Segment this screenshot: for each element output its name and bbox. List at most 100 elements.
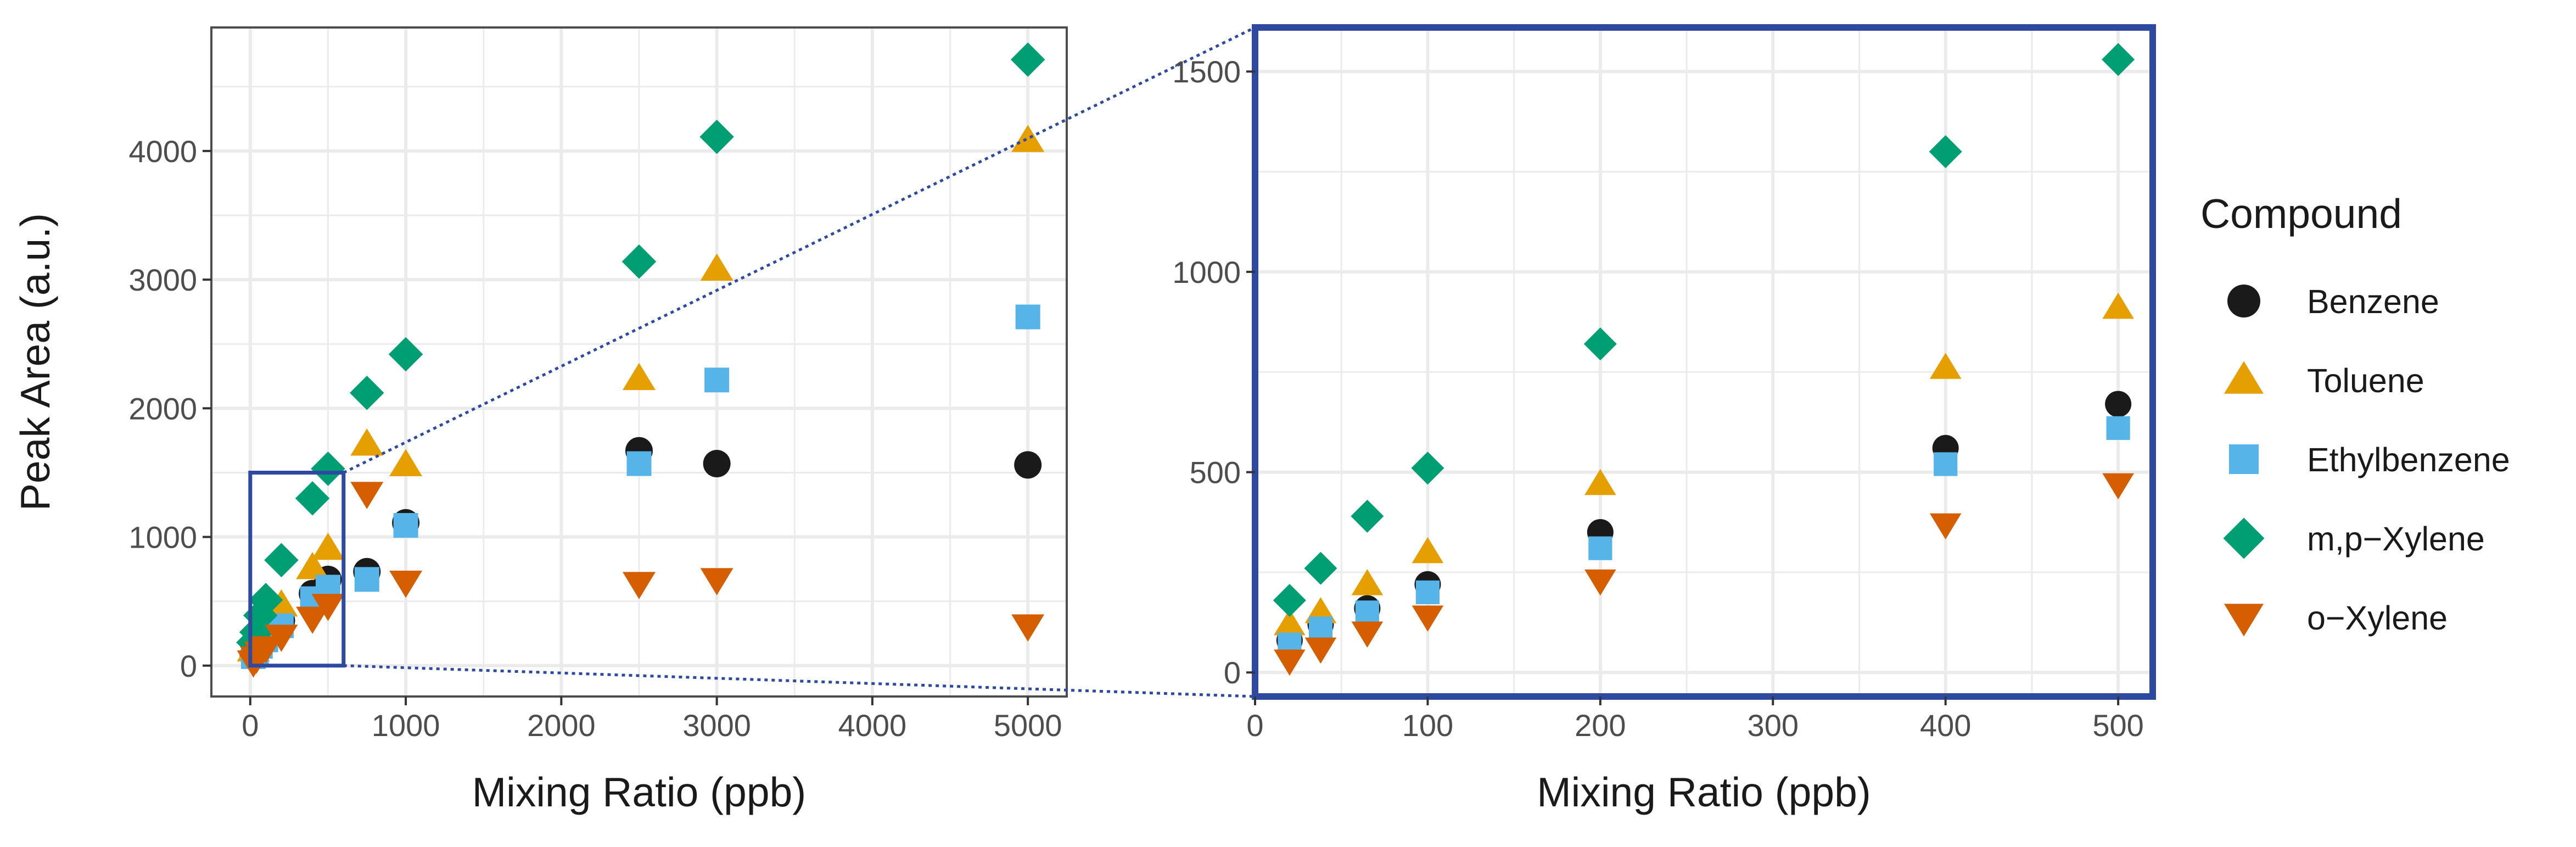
legend-title: Compound [2200,191,2402,237]
zoomed-point-o-xylene [2102,473,2134,500]
full-range-point-ethylbenzene [1015,304,1040,330]
full-range-point-ethylbenzene [354,567,379,592]
full-range-panel-border [210,26,1068,698]
zoomed-x-tick-label: 0 [1246,708,1263,743]
full-range-point-m-p-xylene [295,481,330,516]
full-range-point-o-xylene [389,570,423,598]
zoomed-point-o-xylene [1274,649,1306,676]
zoomed-point-toluene [2102,292,2134,319]
zoomed-y-tick-label: 500 [1190,455,1241,490]
zoomed-point-ethylbenzene [2106,416,2130,440]
full-range-point-o-xylene [249,636,283,664]
full-range-point-toluene [623,363,656,391]
full-range-point-ethylbenzene [393,512,418,538]
full-range-point-toluene [350,428,384,456]
legend-label-ethylbenzene: Ethylbenzene [2307,441,2510,478]
legend-items: Benzene Toluene Ethylbenzene m,p−Xylene o−Xy… [2223,283,2510,637]
legend-key-toluene [2224,361,2264,394]
zoomed-point-benzene [2105,391,2132,417]
full-range-y-tick-label: 0 [180,649,197,683]
zoomed-x-axis-title: Mixing Ratio (ppb) [1537,769,1871,815]
full-range-x-tick-label: 5000 [994,708,1062,743]
zoomed-point-toluene [1351,569,1384,595]
zoom-connector-top [343,26,1256,474]
full-range-point-m-p-xylene [350,375,384,410]
zoom-connector-bottom [343,664,1256,698]
zoomed-x-tick-label: 100 [1402,708,1453,743]
full-range-point-m-p-xylene [311,452,345,486]
zoomed-x-tick-label: 200 [1575,708,1626,743]
full-range-x-tick-label: 4000 [838,708,907,743]
full-range-x-tick-label: 0 [242,708,259,743]
zoomed-panel-background [1255,27,2153,696]
full-range-point-m-p-xylene [264,543,299,577]
zoomed-point-o-xylene [1412,605,1444,632]
zoomed-point-m-p-xylene [1583,327,1617,361]
full-range-x-axis-title: Mixing Ratio (ppb) [472,769,807,815]
zoomed-panel-border [1252,24,2156,700]
full-range-y-tick-label: 2000 [128,391,197,426]
zoomed-y-tick-label: 0 [1224,655,1241,690]
legend-label-m-p-xylene: m,p−Xylene [2307,520,2485,558]
zoomed-point-ethylbenzene [1415,580,1440,604]
legend-key-m-p-xylene [2223,517,2265,559]
full-range-point-toluene [311,532,345,560]
zoomed-point-toluene [1929,353,1962,379]
zoom-region-box [248,470,346,668]
zoomed-points [1273,43,2135,676]
zoomed-point-ethylbenzene [1934,452,1958,476]
legend-label-benzene: Benzene [2307,283,2439,320]
full-range-x-tick-label: 1000 [372,708,440,743]
zoomed-x-tick-label: 500 [2092,708,2143,743]
full-range-ticks: 0 1000 2000 3000 4000 5000 0 1000 2000 3000 4000 [128,134,1062,743]
zoomed-panel: 0 100 200 300 400 500 0 500 1000 1500 Mixing Rati… [1172,24,2156,815]
y-axis-title: Peak Area (a.u.) [12,213,58,511]
zoomed-grid [1253,27,2153,696]
zoom-connector-lines [343,26,1256,698]
full-range-points [236,42,1045,678]
zoomed-point-toluene [1584,469,1616,495]
full-range-panel: 0 1000 2000 3000 4000 5000 0 1000 2000 3000 4000 M… [12,26,1068,815]
zoomed-point-o-xylene [1304,637,1337,664]
full-range-point-m-p-xylene [621,244,657,279]
zoomed-point-ethylbenzene [1355,600,1379,625]
zoomed-point-m-p-xylene [1351,499,1384,533]
zoomed-point-m-p-xylene [1411,452,1444,485]
zoomed-point-o-xylene [1351,621,1384,648]
full-range-point-m-p-xylene [1010,42,1045,77]
zoomed-point-o-xylene [1584,569,1616,596]
full-range-point-m-p-xylene [248,583,283,617]
full-range-point-o-xylene [1011,614,1045,642]
zoomed-point-m-p-xylene [1273,583,1306,617]
zoomed-x-tick-label: 300 [1748,708,1799,743]
full-range-point-o-xylene [265,625,298,652]
zoomed-point-toluene [1412,537,1444,564]
full-range-point-benzene [1014,451,1042,479]
full-range-x-tick-label: 3000 [682,708,751,743]
legend-key-o-xylene [2224,604,2264,637]
full-range-point-o-xylene [623,572,656,599]
legend-label-toluene: Toluene [2307,362,2424,399]
full-range-point-m-p-xylene [699,119,734,154]
full-range-point-m-p-xylene [388,337,423,372]
zoomed-point-m-p-xylene [1304,551,1337,585]
full-range-point-toluene [389,449,423,477]
full-range-y-tick-label: 4000 [128,134,197,169]
full-range-point-o-xylene [296,606,329,634]
full-range-y-tick-label: 1000 [128,520,197,555]
zoomed-point-toluene [1274,609,1306,636]
zoomed-point-o-xylene [1929,513,1962,540]
zoomed-point-m-p-xylene [1929,135,1962,169]
full-range-point-ethylbenzene [704,367,730,393]
legend: Compound Benzene Toluene Ethylbenzene m,p−X… [2200,191,2510,637]
full-range-point-toluene [700,253,733,281]
full-range-point-o-xylene [311,594,345,621]
full-range-point-o-xylene [700,568,733,595]
zoomed-y-tick-label: 1000 [1172,255,1241,289]
legend-key-benzene [2227,285,2260,317]
full-range-x-tick-label: 2000 [527,708,596,743]
zoomed-ticks: 0 100 200 300 400 500 0 500 1000 1500 [1172,54,2143,743]
zoomed-y-tick-label: 1500 [1172,54,1241,89]
full-range-y-tick-label: 3000 [128,263,197,297]
